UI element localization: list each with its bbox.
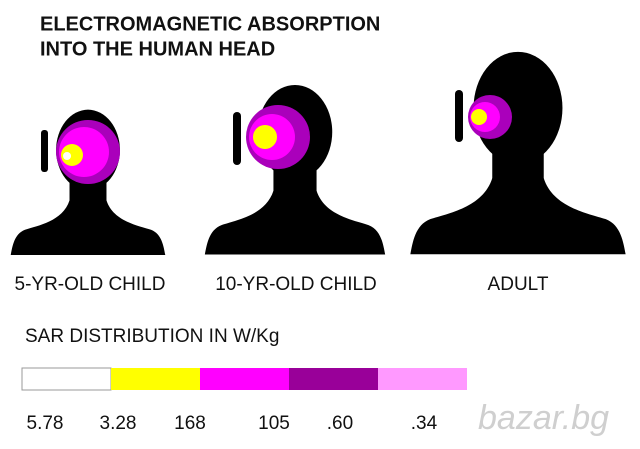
legend-swatch (200, 368, 289, 390)
legend: 5.78 3.28 168 105 .60 .34 (21, 367, 467, 434)
silhouette (204, 84, 386, 255)
legend-label: 5.78 (27, 413, 64, 434)
legend-label: 3.28 (100, 413, 137, 434)
figure-label: ADULT (488, 274, 549, 295)
legend-swatch (289, 368, 378, 390)
legend-label: 105 (258, 413, 290, 434)
silhouette (410, 51, 626, 255)
title-line: INTO THE HUMAN HEAD (40, 38, 275, 60)
legend-swatch (21, 367, 112, 391)
figure-label: 5-YR-OLD CHILD (15, 274, 166, 295)
title-line: ELECTROMAGNETIC ABSORPTION (40, 13, 380, 35)
legend-label: 168 (174, 413, 206, 434)
watermark: bazar.bg (478, 399, 609, 437)
legend-swatch (378, 368, 467, 390)
figure-labels: 5-YR-OLD CHILD 10-YR-OLD CHILD ADULT (15, 274, 549, 295)
figure-label: 10-YR-OLD CHILD (215, 274, 377, 295)
legend-swatch (111, 368, 200, 390)
legend-label: .34 (411, 413, 438, 434)
silhouette (10, 109, 166, 256)
legend-label: .60 (327, 413, 353, 434)
legend-title: SAR DISTRIBUTION IN W/Kg (25, 326, 279, 347)
